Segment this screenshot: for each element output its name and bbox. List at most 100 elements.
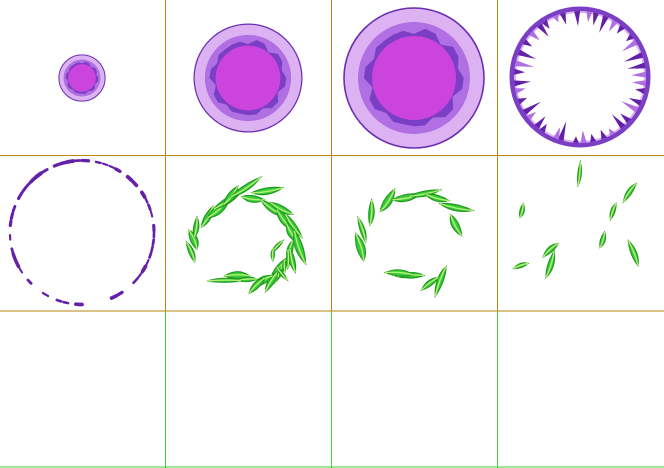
leaf-highlight bbox=[545, 251, 555, 278]
ring-shard bbox=[514, 80, 531, 87]
ring-dot bbox=[40, 168, 49, 175]
ring-dot bbox=[14, 259, 21, 269]
ring-dot bbox=[144, 197, 149, 204]
leaf-highlight bbox=[420, 276, 439, 291]
ring-dot bbox=[131, 179, 139, 188]
ring-shard bbox=[541, 19, 550, 29]
frame-1-bubble bbox=[58, 54, 106, 102]
ring-shard bbox=[635, 88, 646, 94]
ring-dot bbox=[147, 203, 152, 211]
leaf-highlight bbox=[293, 230, 307, 265]
ring-shard bbox=[514, 88, 526, 94]
ring-dot bbox=[9, 211, 15, 221]
leaf-blade bbox=[229, 175, 263, 198]
ring-shard bbox=[559, 12, 567, 25]
ring-dot bbox=[148, 252, 153, 259]
leaf-highlight bbox=[207, 279, 242, 282]
leaf-highlight bbox=[188, 229, 198, 250]
leaf-highlight bbox=[287, 249, 290, 269]
leaf-highlight bbox=[425, 193, 450, 202]
leaf-highlight bbox=[379, 188, 396, 212]
leaf-highlight bbox=[513, 262, 529, 270]
ring-shard bbox=[625, 33, 634, 42]
ring-dot bbox=[114, 167, 122, 174]
ring-shard bbox=[580, 130, 587, 143]
ring-dot bbox=[17, 192, 23, 201]
ring-shard bbox=[514, 60, 535, 67]
leaf-highlight bbox=[599, 231, 606, 248]
frame-5-dotted-ring bbox=[8, 158, 156, 307]
leaf-highlight bbox=[248, 277, 266, 294]
leaf-highlight bbox=[357, 217, 367, 243]
bubble-core bbox=[68, 64, 96, 92]
leaf-highlight bbox=[439, 202, 474, 212]
ring-dot bbox=[66, 159, 76, 164]
leaf-blade bbox=[449, 213, 463, 237]
ring-dot bbox=[52, 162, 62, 168]
ring-shard bbox=[534, 116, 546, 129]
ring-dot bbox=[94, 160, 102, 165]
leaf-highlight bbox=[434, 266, 447, 297]
leaf-highlight bbox=[193, 216, 198, 238]
ring-shard bbox=[620, 113, 631, 124]
leaf-highlight bbox=[283, 259, 286, 272]
leaf-highlight bbox=[185, 241, 196, 262]
ring-dot bbox=[29, 175, 38, 184]
leaf-highlight bbox=[284, 213, 303, 238]
ring-shard bbox=[608, 19, 618, 32]
ring-dot bbox=[11, 252, 18, 262]
ring-dot bbox=[11, 204, 17, 214]
ring-shard bbox=[517, 49, 536, 59]
leaf-highlight bbox=[289, 248, 297, 273]
leaf-highlight bbox=[408, 189, 441, 197]
ring-shard bbox=[593, 12, 599, 26]
leaf-highlight bbox=[577, 161, 581, 186]
leaf-highlight bbox=[269, 201, 294, 215]
ring-shard bbox=[537, 23, 549, 37]
ring-highlight bbox=[514, 11, 646, 143]
ring-dot bbox=[109, 294, 118, 300]
leaf-highlight bbox=[354, 233, 365, 261]
leaf-highlight bbox=[609, 203, 617, 220]
ring-dot bbox=[10, 247, 15, 255]
ring-dot bbox=[41, 291, 50, 298]
leaf-highlight bbox=[276, 266, 288, 281]
frame-7-leaf-swirl bbox=[354, 187, 475, 299]
leaf-highlight bbox=[519, 203, 524, 218]
ring-shard bbox=[616, 24, 625, 34]
ring-shard bbox=[539, 123, 547, 133]
ring-shard bbox=[557, 121, 567, 141]
ring-shard bbox=[623, 52, 644, 62]
leaf-highlight bbox=[385, 271, 414, 276]
ring-shard bbox=[553, 127, 561, 140]
ring-shard bbox=[627, 62, 646, 69]
ring-dot bbox=[18, 267, 24, 274]
ring-shard bbox=[552, 14, 559, 23]
ring-shard bbox=[522, 39, 533, 47]
ring-shard bbox=[621, 101, 639, 113]
frame-3-bubble bbox=[343, 7, 485, 149]
leaf-highlight bbox=[230, 176, 262, 198]
frame-6-leaf-swirl bbox=[185, 175, 307, 295]
ring-dot bbox=[55, 298, 63, 303]
frame-4-shattering-ring bbox=[509, 6, 651, 148]
bubble-core bbox=[215, 45, 281, 111]
leaf-highlight bbox=[369, 199, 373, 226]
ring-shard bbox=[628, 98, 642, 106]
ring-dot bbox=[59, 160, 69, 166]
ring-dot bbox=[34, 171, 43, 179]
leaf-highlight bbox=[450, 214, 463, 237]
frame-8-leaf-scatter bbox=[512, 159, 639, 279]
ring-dot bbox=[108, 164, 116, 170]
ring-dot bbox=[132, 276, 139, 285]
ring-dot bbox=[149, 245, 154, 254]
ring-dot bbox=[140, 190, 147, 199]
leaf-highlight bbox=[542, 242, 559, 258]
ring-shard bbox=[622, 39, 638, 52]
ring-shard bbox=[631, 80, 646, 87]
ring-dot bbox=[26, 278, 33, 285]
ring-shard bbox=[608, 128, 616, 136]
ring-dot bbox=[145, 259, 150, 266]
